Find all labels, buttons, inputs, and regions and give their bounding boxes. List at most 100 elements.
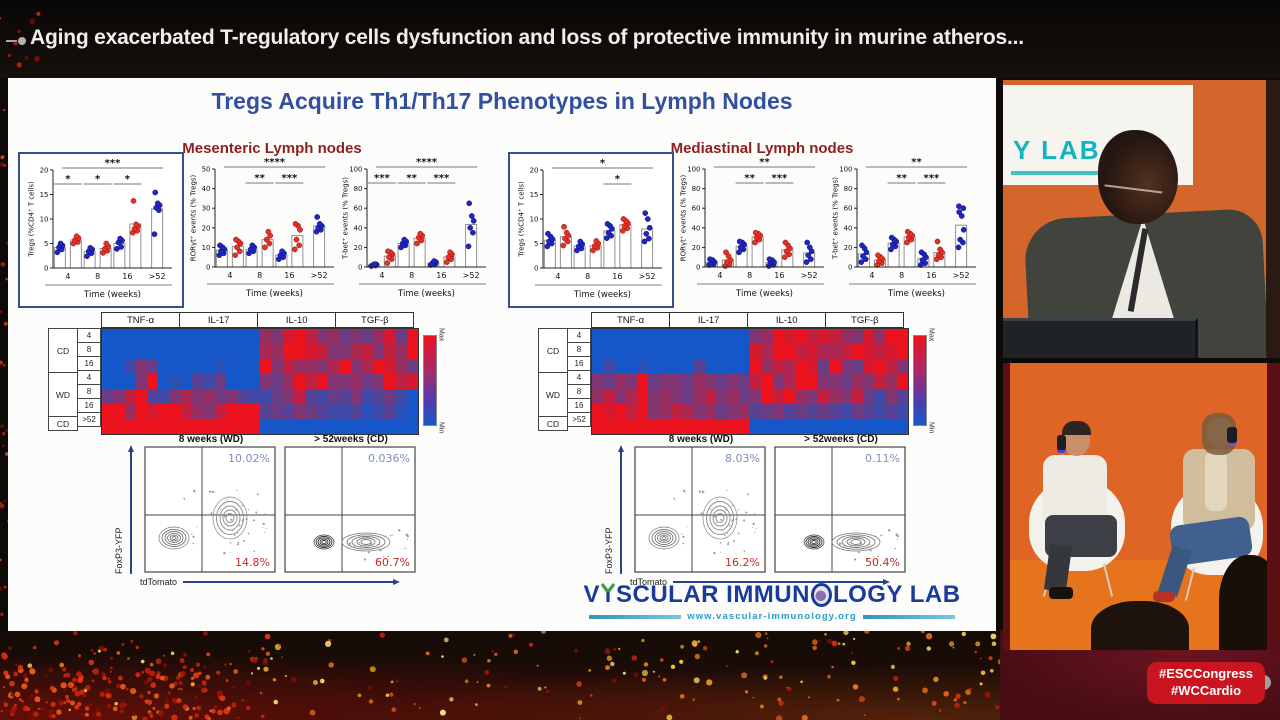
svg-text:0: 0 — [358, 264, 362, 272]
heatmap-group-label: WD — [538, 372, 568, 417]
heatmap-column-header: IL-17 — [179, 312, 259, 328]
attendee-right-scarf — [1205, 451, 1227, 511]
svg-text:RORγt⁺ events (% Tregs): RORγt⁺ events (% Tregs) — [680, 174, 688, 261]
svg-text:4: 4 — [65, 272, 70, 281]
svg-text:Time (weeks): Time (weeks) — [735, 289, 793, 299]
mesenteric-tbet-plot: **** *** 4 ** 8 *** 16 >52 0 20 40 60 80 100 T-bet⁺ ev… — [340, 154, 490, 309]
heatmap-week-label: 4 — [567, 328, 591, 343]
heatmap-group-label: CD — [538, 416, 568, 431]
svg-text:Tregs (%CD4⁺ T cells): Tregs (%CD4⁺ T cells) — [518, 181, 526, 258]
heatmap-week-label: 4 — [567, 370, 591, 385]
flow-x-axis: tdTomato — [140, 577, 418, 587]
mesenteric-flow-cytometry: FoxP3-YFP 8 weeks (WD) 10.02% 14.8% > 52we… — [114, 434, 418, 587]
speaker-head — [1098, 130, 1178, 224]
svg-text:10: 10 — [202, 244, 211, 252]
heatmap-column-header: IL-10 — [747, 312, 827, 328]
svg-text:0: 0 — [696, 264, 700, 272]
svg-text:60.7%: 60.7% — [375, 556, 410, 569]
svg-text:20: 20 — [692, 244, 701, 252]
svg-text:50.4%: 50.4% — [865, 556, 900, 569]
svg-text:0: 0 — [44, 265, 48, 273]
heatmap-week-label: 8 — [77, 342, 101, 357]
svg-text:***: *** — [282, 173, 298, 184]
heatmap-column-header: TGF-β — [335, 312, 415, 328]
slide-title: Tregs Acquire Th1/Th17 Phenotypes in Lym… — [211, 88, 793, 114]
svg-text:4: 4 — [227, 271, 232, 280]
panel-mesenteric: Mesenteric Lymph nodes *** * 4 * 8 * 16 >52 0 5 10… — [12, 140, 496, 630]
svg-text:0: 0 — [206, 264, 210, 272]
attendee-left-hair — [1062, 421, 1091, 435]
svg-text:80: 80 — [844, 185, 853, 193]
svg-text:8: 8 — [585, 272, 590, 281]
svg-text:*: * — [615, 174, 621, 185]
flow-quadrant-svg: 0.036% 60.7% — [284, 446, 416, 573]
svg-text:80: 80 — [354, 185, 363, 193]
svg-text:16: 16 — [284, 271, 294, 280]
heatmap: CD WD CD 4 8 16 4 8 16 >52 TNF-α IL-17 IL-10 TGF-β Ma… — [48, 312, 449, 435]
svg-text:Time (weeks): Time (weeks) — [83, 290, 141, 300]
logo-rule-left — [589, 614, 682, 619]
svg-text:8: 8 — [257, 271, 262, 280]
svg-text:**: ** — [406, 173, 417, 184]
heatmap-group-label: CD — [48, 328, 78, 373]
svg-text:10: 10 — [530, 216, 539, 224]
flow-y-axis: FoxP3-YFP — [604, 445, 628, 574]
panel-mediastinal: Mediastinal Lymph nodes * 4 8 * 16 >52 0 5 10 15 2… — [502, 140, 994, 630]
hashtag-line-2: #WCCardio — [1170, 683, 1242, 698]
svg-text:>52: >52 — [149, 272, 166, 281]
svg-text:16: 16 — [436, 271, 446, 280]
svg-text:***: *** — [374, 173, 390, 184]
heatmap-week-label: 8 — [77, 384, 101, 399]
hashtag-badge: #ESCCongress #WCCardio — [1147, 662, 1265, 704]
svg-text:**: ** — [744, 173, 755, 184]
svg-text:50: 50 — [202, 166, 211, 174]
svg-text:Tregs (%CD4⁺ T cells): Tregs (%CD4⁺ T cells) — [28, 181, 36, 258]
feed-edge-strip-left — [1003, 363, 1010, 650]
svg-text:40: 40 — [202, 185, 211, 193]
wall-sign-text: Y LAB — [1013, 135, 1101, 165]
svg-text:0.036%: 0.036% — [368, 452, 410, 465]
logo-rule-right — [862, 614, 955, 619]
mesenteric-cytokine-heatmap: CD WD CD 4 8 16 4 8 16 >52 TNF-α IL-17 IL-10 TGF-β Ma… — [48, 312, 449, 435]
svg-text:100: 100 — [349, 166, 362, 174]
attendee-left-shoe — [1049, 587, 1073, 599]
flow-y-axis-label: FoxP3-YFP — [114, 527, 124, 574]
svg-text:5: 5 — [534, 240, 538, 248]
svg-text:Time (weeks): Time (weeks) — [245, 289, 303, 299]
svg-text:4: 4 — [869, 271, 874, 280]
flow-x-axis-label: tdTomato — [140, 577, 178, 587]
attendee-left-headphones — [1057, 435, 1066, 450]
svg-text:RORγt⁺ events (% Tregs): RORγt⁺ events (% Tregs) — [190, 174, 198, 261]
logo-url: www.vascular-immunology.org — [687, 611, 857, 622]
svg-text:20: 20 — [354, 244, 363, 252]
feed-edge-strip — [1266, 80, 1280, 358]
presentation-title: Aging exacerbated T-regulatory cells dys… — [30, 26, 1024, 49]
y-axis-arrow-icon — [617, 445, 624, 574]
mediastinal-roryt-plot: ** 4 ** 8 *** 16 >52 0 20 40 60 80 100 RORγt⁺ events … — [678, 154, 828, 309]
scatter-plot-svg: * 4 8 * 16 >52 0 5 10 15 20 Tregs (%CD4⁺ T cells) Ti… — [518, 158, 662, 300]
flow-plot: 8 weeks (WD) 10.02% 14.8% — [144, 434, 278, 574]
svg-text:*: * — [95, 174, 101, 185]
mediastinal-cytokine-heatmap: CD WD CD 4 8 16 4 8 16 >52 TNF-α IL-17 IL-10 TGF-β Ma… — [538, 312, 939, 435]
svg-text:Time (weeks): Time (weeks) — [397, 289, 455, 299]
svg-text:Time (weeks): Time (weeks) — [887, 289, 945, 299]
flow-plot: > 52weeks (CD) 0.036% 60.7% — [284, 434, 418, 574]
svg-text:4: 4 — [379, 271, 384, 280]
x-axis-arrow-icon — [673, 578, 891, 585]
heatmap-week-label: >52 — [77, 412, 101, 427]
svg-text:20: 20 — [844, 244, 853, 252]
svg-text:>52: >52 — [463, 271, 480, 280]
wall-sign-underline — [1011, 171, 1161, 175]
heatmap-week-label: 16 — [77, 356, 101, 371]
mesenteric-roryt-plot: **** 4 ** 8 *** 16 >52 0 10 20 30 40 50 RORγt⁺ events… — [188, 154, 338, 309]
svg-text:20: 20 — [202, 224, 211, 232]
heatmap-week-label: >52 — [567, 412, 591, 427]
svg-text:16: 16 — [122, 272, 132, 281]
mesenteric-tregs-frequency-plot: *** * 4 * 8 * 16 >52 0 5 10 15 20 Tregs (%CD4⁺ T cell… — [18, 152, 184, 308]
svg-text:>52: >52 — [311, 271, 328, 280]
particle-corner — [0, 6, 44, 68]
logo-text-part3: LOGY LAB — [832, 581, 961, 608]
slide: Tregs Acquire Th1/Th17 Phenotypes in Lym… — [8, 78, 996, 631]
heatmap-week-label: 16 — [567, 398, 591, 413]
